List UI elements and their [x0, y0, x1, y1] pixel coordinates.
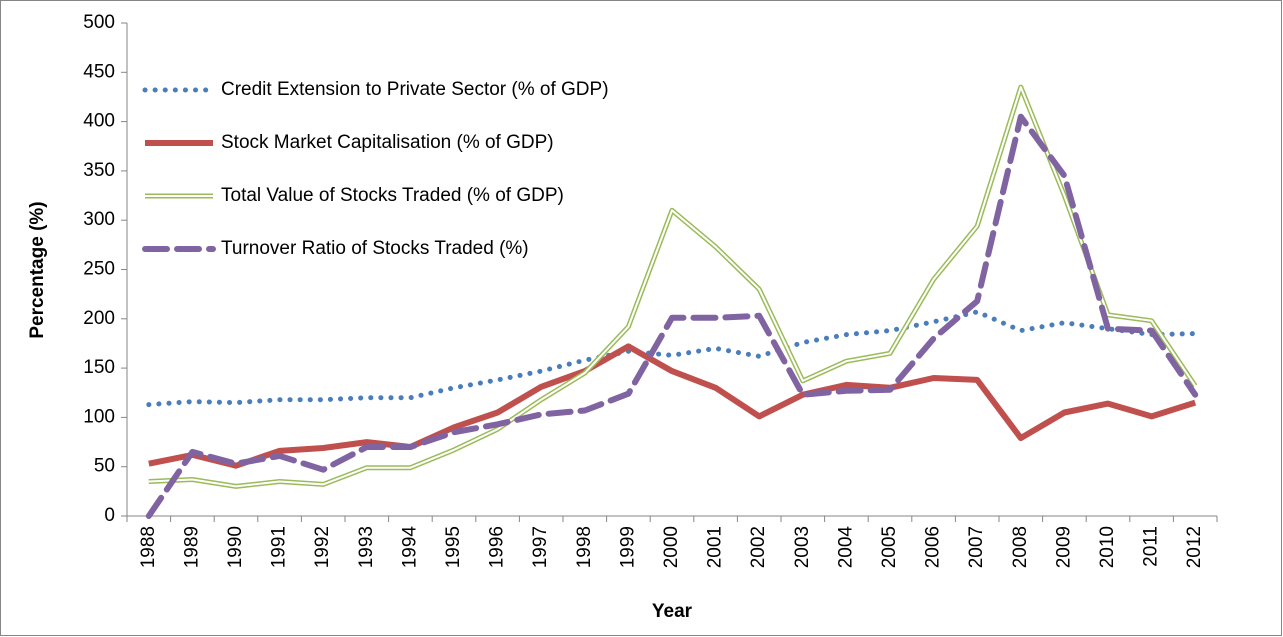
- data-line: [146, 309, 1198, 408]
- x-tick-label: 1995: [443, 526, 464, 568]
- x-tick-label: 1990: [225, 526, 246, 568]
- y-tick-label: 100: [83, 406, 115, 427]
- x-tick-label: 2010: [1097, 526, 1118, 568]
- x-tick-label: 1994: [399, 526, 420, 569]
- y-tick-label: 500: [83, 12, 115, 33]
- legend-label: Turnover Ratio of Stocks Traded (%): [221, 238, 529, 259]
- y-tick-label: 0: [104, 505, 115, 526]
- y-tick-label: 400: [83, 111, 115, 132]
- y-tick-label: 350: [83, 160, 115, 181]
- legend-label: Stock Market Capitalisation (% of GDP): [221, 132, 554, 153]
- data-line: [148, 343, 1197, 469]
- x-tick-label: 2001: [705, 526, 726, 568]
- x-tick-label: 2009: [1053, 526, 1074, 568]
- x-tick-label: 1992: [312, 526, 333, 568]
- legend-label: Credit Extension to Private Sector (% of…: [221, 79, 609, 100]
- x-tick-label: 2006: [923, 526, 944, 568]
- data-line: [145, 113, 1199, 519]
- x-tick-label: 1998: [574, 526, 595, 568]
- y-tick-label: 50: [94, 456, 115, 477]
- y-axis-title: Percentage (%): [27, 201, 48, 338]
- x-tick-label: 1993: [356, 526, 377, 568]
- x-tick-label: 2000: [661, 526, 682, 568]
- x-tick-label: 2005: [879, 526, 900, 568]
- x-tick-label: 1989: [181, 526, 202, 568]
- y-tick-label: 450: [83, 61, 115, 82]
- x-tick-label: 2002: [748, 526, 769, 568]
- legend-label: Total Value of Stocks Traded (% of GDP): [221, 185, 564, 206]
- x-tick-label: 2007: [966, 526, 987, 568]
- x-tick-label: 2011: [1141, 526, 1162, 567]
- x-tick-label: 1988: [138, 526, 159, 568]
- y-tick-label: 200: [83, 308, 115, 329]
- x-tick-label: 1997: [530, 526, 551, 568]
- x-tick-label: 1999: [617, 526, 638, 568]
- data-line-inner: [148, 86, 1197, 488]
- x-tick-label: 2003: [792, 526, 813, 568]
- y-tick-label: 150: [83, 357, 115, 378]
- x-axis-title: Year: [652, 601, 693, 622]
- y-tick-label: 300: [83, 209, 115, 230]
- x-tick-label: 1996: [487, 526, 508, 568]
- x-tick-label: 2008: [1010, 526, 1031, 568]
- x-tick-label: 1991: [269, 526, 290, 568]
- x-tick-label: 2004: [835, 526, 856, 569]
- y-tick-label: 250: [83, 259, 115, 280]
- x-tick-label: 2012: [1184, 526, 1205, 568]
